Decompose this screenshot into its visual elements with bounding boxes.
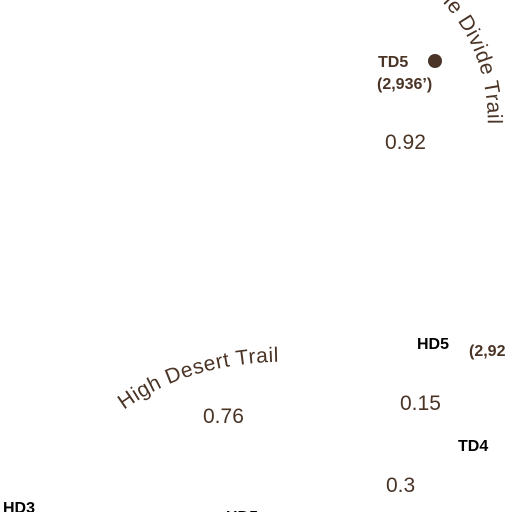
station-marker bbox=[428, 54, 442, 68]
station-label: TD5 bbox=[378, 54, 408, 71]
station-label: HD5 bbox=[417, 336, 449, 353]
distance-label: 0.76 bbox=[203, 405, 244, 428]
distance-label: 0.3 bbox=[386, 474, 415, 497]
trail-label: High Desert Trail bbox=[114, 344, 279, 414]
station-label: HD5 bbox=[226, 509, 258, 512]
station-label: HD3 bbox=[3, 500, 35, 512]
station-elevation: (2,92 bbox=[469, 343, 506, 360]
station-elevation: (2,936’) bbox=[377, 76, 432, 93]
distance-label: 0.92 bbox=[385, 131, 426, 154]
trail-label-path: High Desert Trail bbox=[114, 344, 279, 414]
station-label: TD4 bbox=[458, 438, 488, 455]
distance-label: 0.15 bbox=[400, 392, 441, 415]
